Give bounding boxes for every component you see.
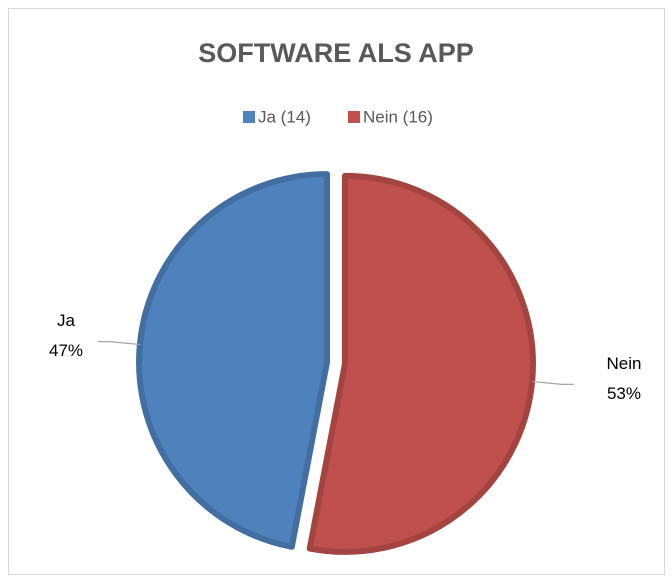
data-label-value: 53%	[607, 384, 641, 403]
pie-slice	[306, 172, 536, 555]
legend-label: Nein (16)	[363, 107, 433, 126]
leader-line	[98, 341, 140, 346]
data-label-category: Nein	[607, 354, 642, 373]
legend-swatch	[243, 111, 255, 123]
legend-swatch	[348, 111, 360, 123]
leader-line	[532, 380, 574, 385]
pie-slice	[136, 171, 331, 550]
legend-label: Ja (14)	[258, 107, 311, 126]
data-label-category: Ja	[57, 311, 76, 330]
data-label-value: 47%	[49, 341, 83, 360]
chart-title: SOFTWARE ALS APP	[198, 38, 474, 68]
